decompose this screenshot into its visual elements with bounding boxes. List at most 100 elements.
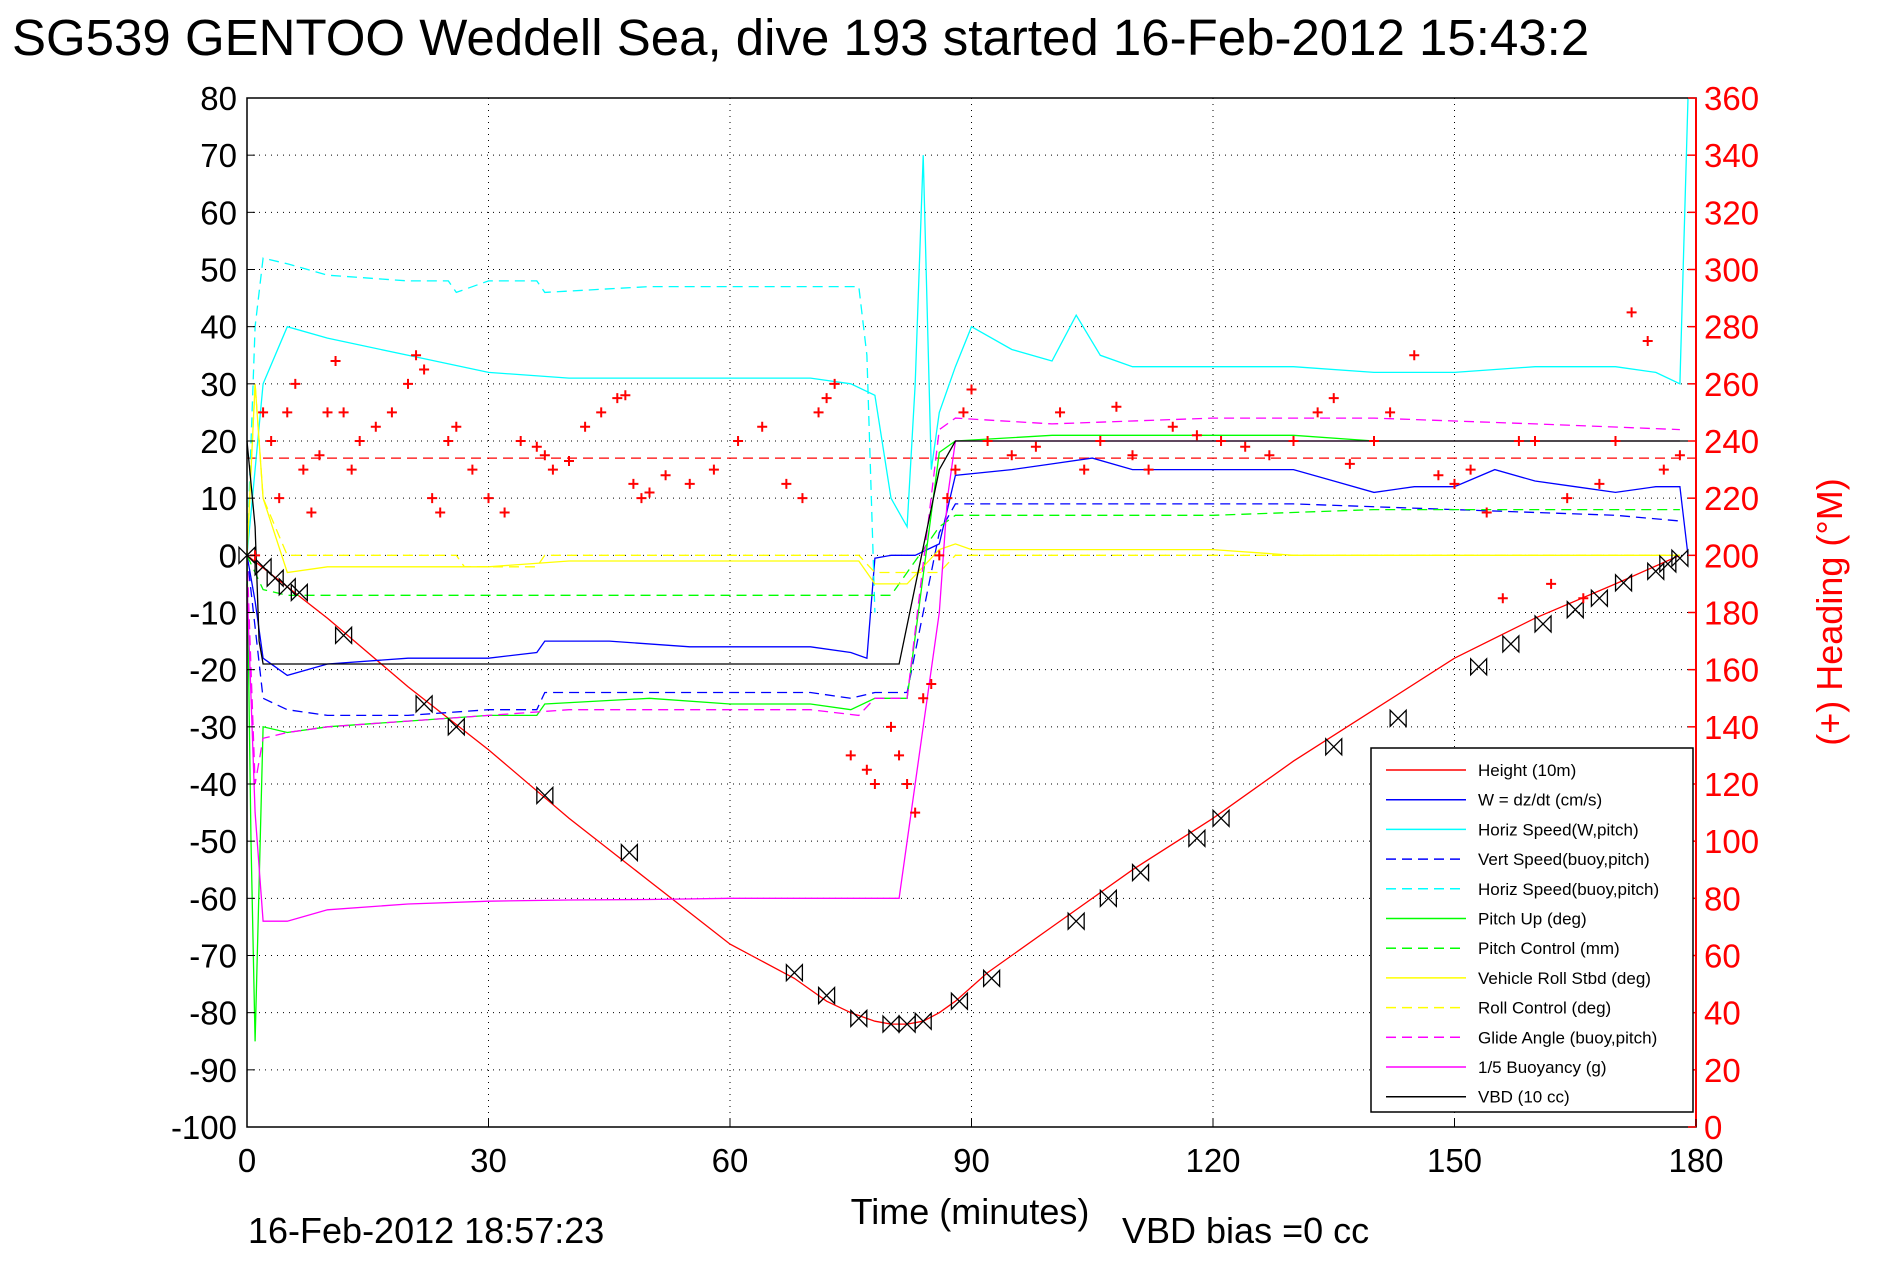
y-tick-label: -70 <box>189 938 237 975</box>
heading-point <box>499 507 510 518</box>
heading-point <box>950 464 961 475</box>
heading-point <box>298 464 309 475</box>
heading-point <box>829 378 840 389</box>
heading-point <box>660 470 671 481</box>
depth-marker <box>1671 548 1689 568</box>
depth-marker <box>1534 614 1552 634</box>
heading-point <box>1006 450 1017 461</box>
footer-timestamp: 16-Feb-2012 18:57:23 <box>248 1210 604 1251</box>
y-tick-label: -50 <box>189 823 237 860</box>
heading-point <box>644 487 655 498</box>
heading-point <box>1288 436 1299 446</box>
heading-point <box>306 507 317 518</box>
heading-point <box>886 721 896 732</box>
heading-point <box>282 407 293 418</box>
y-tick-label: -100 <box>171 1109 237 1146</box>
depth-markers <box>238 545 1689 1034</box>
heading-point <box>636 493 647 504</box>
heading-point <box>290 378 301 389</box>
right-tick-label: 40 <box>1704 995 1741 1032</box>
chart-title: SG539 GENTOO Weddell Sea, dive 193 start… <box>12 9 1589 66</box>
heading-point <box>757 421 768 432</box>
depth-marker <box>254 557 272 577</box>
depth-marker <box>334 625 353 645</box>
y-tick-label: 30 <box>200 366 237 403</box>
heading-point <box>813 407 824 418</box>
depth-marker <box>1099 888 1117 908</box>
heading-point <box>1562 493 1573 504</box>
heading-points <box>250 307 1685 818</box>
depth-marker <box>817 985 836 1006</box>
heading-point <box>1264 450 1275 461</box>
series-line-horiz-speed-w-pitch <box>246 97 1689 556</box>
heading-point <box>258 407 269 418</box>
heading-point <box>346 464 357 475</box>
x-tick-label: 180 <box>1668 1142 1723 1179</box>
heading-point <box>1111 401 1122 412</box>
heading-point <box>322 407 333 418</box>
y-tick-label: -30 <box>189 709 237 746</box>
y-tick-label: 70 <box>200 137 237 174</box>
depth-marker <box>1502 634 1520 654</box>
depth-marker <box>447 717 465 737</box>
heading-point <box>427 493 438 504</box>
heading-point <box>596 407 607 418</box>
depth-marker <box>1067 911 1085 931</box>
heading-point <box>1546 578 1557 589</box>
depth-marker <box>1659 554 1677 574</box>
legend-label: Horiz Speed(W,pitch) <box>1478 820 1639 839</box>
depth-marker <box>982 968 1001 988</box>
depth-marker <box>1614 573 1633 593</box>
y-tick-label: -10 <box>189 595 237 632</box>
legend-label: Glide Angle (buoy,pitch) <box>1478 1028 1657 1047</box>
right-tick-label: 20 <box>1704 1052 1741 1089</box>
legend-box <box>1370 747 1694 1113</box>
depth-marker <box>536 785 554 806</box>
x-tick-label: 90 <box>953 1142 990 1179</box>
heading-point <box>894 750 905 761</box>
depth-marker <box>1131 863 1150 883</box>
heading-point <box>1369 436 1379 446</box>
heading-point <box>564 456 574 467</box>
heading-point <box>684 478 695 489</box>
heading-point <box>1433 470 1444 481</box>
right-axis-label: (+) Heading (°M) <box>1809 478 1850 745</box>
depth-marker <box>785 963 804 983</box>
heading-point <box>1328 393 1339 404</box>
depth-marker <box>266 568 284 588</box>
right-tick-label: 60 <box>1704 938 1741 975</box>
heading-point <box>958 407 969 418</box>
y-tick-label: 80 <box>200 80 237 117</box>
heading-point <box>1626 307 1637 318</box>
x-tick-label: 150 <box>1427 1142 1482 1179</box>
y-tick-label: 0 <box>219 537 237 574</box>
series-line-horiz-speed-buoy-pitch <box>246 257 876 613</box>
heading-point <box>628 478 639 489</box>
heading-point <box>419 364 430 375</box>
heading-point <box>580 421 591 432</box>
heading-point <box>314 450 325 461</box>
heading-point <box>1312 407 1323 418</box>
heading-point <box>354 436 365 446</box>
depth-marker <box>1647 561 1665 581</box>
series-line-vert-speed-buoy-pitch <box>246 503 1680 717</box>
heading-point <box>338 407 349 418</box>
footer-vbd-bias: VBD bias =0 cc <box>1122 1210 1369 1251</box>
legend-label: 1/5 Buoyancy (g) <box>1478 1058 1607 1077</box>
heading-point <box>1674 450 1685 461</box>
heading-point <box>1385 407 1396 418</box>
heading-point <box>1143 464 1154 475</box>
heading-point <box>451 421 462 432</box>
right-tick-label: 240 <box>1704 423 1759 460</box>
right-tick-label: 180 <box>1704 595 1759 632</box>
right-tick-label: 200 <box>1704 537 1759 574</box>
y-tick-label: 50 <box>200 252 237 289</box>
heading-point <box>982 436 993 446</box>
right-tick-label: 160 <box>1704 652 1759 689</box>
series-line-pitch-control-mm <box>246 508 1680 596</box>
x-tick-label: 30 <box>470 1142 507 1179</box>
heading-point <box>1449 478 1460 489</box>
x-tick-label: 120 <box>1185 1142 1240 1179</box>
right-tick-label: 80 <box>1704 880 1741 917</box>
heading-point <box>539 450 550 461</box>
